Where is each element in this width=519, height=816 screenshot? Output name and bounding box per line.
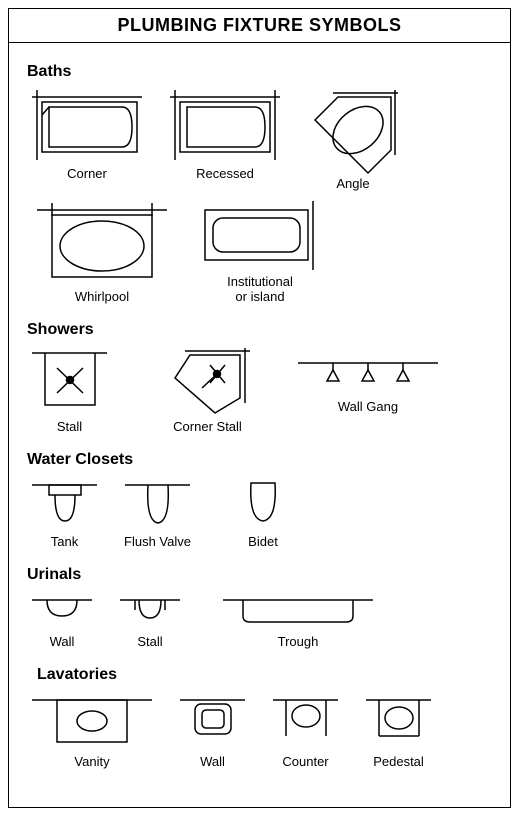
wc-tank-icon <box>27 473 102 533</box>
shower-stall-icon <box>27 343 112 418</box>
symbol-lav-counter: Counter <box>268 688 343 770</box>
label-wc-tank: Tank <box>51 535 78 550</box>
section-heading-water-closets: Water Closets <box>27 451 492 469</box>
label-bath-whirlpool: Whirlpool <box>75 290 129 305</box>
symbol-bath-whirlpool: Whirlpool <box>27 198 177 305</box>
symbol-lav-vanity: Vanity <box>27 688 157 770</box>
row-baths: Corner Recessed <box>27 85 492 311</box>
urinal-stall-icon <box>115 588 185 633</box>
bath-corner-icon <box>27 85 147 165</box>
label-lav-vanity: Vanity <box>74 755 109 770</box>
symbol-shower-corner-stall: Corner Stall <box>160 343 255 435</box>
lav-pedestal-icon <box>361 688 436 753</box>
symbol-bath-corner: Corner <box>27 85 147 192</box>
label-bath-institutional: Institutional or island <box>227 275 293 305</box>
label-lav-wall: Wall <box>200 755 225 770</box>
label-urinal-stall: Stall <box>137 635 162 650</box>
lav-wall-icon <box>175 688 250 753</box>
symbol-wc-flush-valve: Flush Valve <box>120 473 195 550</box>
symbol-urinal-stall: Stall <box>115 588 185 650</box>
bath-recessed-icon <box>165 85 285 165</box>
symbol-bath-recessed: Recessed <box>165 85 285 192</box>
bath-institutional-icon <box>195 198 325 273</box>
label-bath-recessed: Recessed <box>196 167 254 182</box>
symbol-bath-angle: Angle <box>303 85 403 192</box>
lav-counter-icon <box>268 688 343 753</box>
label-lav-counter: Counter <box>282 755 328 770</box>
section-heading-baths: Baths <box>27 63 492 81</box>
symbol-shower-wall-gang: Wall Gang <box>293 343 443 435</box>
symbol-lav-wall: Wall <box>175 688 250 770</box>
section-heading-lavatories: Lavatories <box>37 666 492 684</box>
section-heading-showers: Showers <box>27 321 492 339</box>
section-heading-urinals: Urinals <box>27 566 492 584</box>
label-urinal-trough: Trough <box>278 635 319 650</box>
label-shower-corner-stall: Corner Stall <box>173 420 242 435</box>
symbol-bath-institutional: Institutional or island <box>195 198 325 305</box>
row-water-closets: Tank Flush Valve Bidet <box>27 473 492 556</box>
label-shower-wall-gang: Wall Gang <box>338 400 398 415</box>
symbol-shower-stall: Stall <box>27 343 112 435</box>
shower-corner-stall-icon <box>160 343 255 418</box>
wc-flush-valve-icon <box>120 473 195 533</box>
wc-bidet-icon <box>233 473 293 533</box>
label-shower-stall: Stall <box>57 420 82 435</box>
symbol-wc-bidet: Bidet <box>233 473 293 550</box>
symbol-lav-pedestal: Pedestal <box>361 688 436 770</box>
label-lav-pedestal: Pedestal <box>373 755 424 770</box>
lav-vanity-icon <box>27 688 157 753</box>
row-urinals: Wall Stall <box>27 588 492 656</box>
label-bath-angle: Angle <box>336 177 369 192</box>
symbol-urinal-wall: Wall <box>27 588 97 650</box>
label-urinal-wall: Wall <box>50 635 75 650</box>
label-wc-flush-valve: Flush Valve <box>124 535 191 550</box>
shower-wall-gang-icon <box>293 343 443 398</box>
bath-whirlpool-icon <box>27 198 177 288</box>
row-lavatories: Vanity Wall <box>27 688 492 776</box>
label-bath-corner: Corner <box>67 167 107 182</box>
symbol-wc-tank: Tank <box>27 473 102 550</box>
row-showers: Stall Corner Stall <box>27 343 492 441</box>
symbol-urinal-trough: Trough <box>218 588 378 650</box>
label-wc-bidet: Bidet <box>248 535 278 550</box>
bath-angle-icon <box>303 85 403 175</box>
chart-content: Baths Corner <box>9 43 510 807</box>
urinal-wall-icon <box>27 588 97 633</box>
symbol-chart: PLUMBING FIXTURE SYMBOLS Baths Corner <box>8 8 511 808</box>
urinal-trough-icon <box>218 588 378 633</box>
chart-title: PLUMBING FIXTURE SYMBOLS <box>9 9 510 43</box>
